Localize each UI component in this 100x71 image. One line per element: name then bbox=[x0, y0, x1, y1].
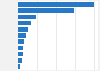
Bar bbox=[18, 21, 31, 25]
Bar bbox=[18, 15, 36, 19]
Bar bbox=[18, 58, 22, 63]
Bar bbox=[18, 8, 74, 13]
Bar bbox=[18, 46, 23, 50]
Bar bbox=[18, 2, 94, 7]
Bar bbox=[18, 27, 28, 32]
Bar bbox=[18, 33, 26, 38]
Bar bbox=[18, 64, 20, 69]
Bar bbox=[18, 52, 23, 56]
Bar bbox=[18, 39, 24, 44]
